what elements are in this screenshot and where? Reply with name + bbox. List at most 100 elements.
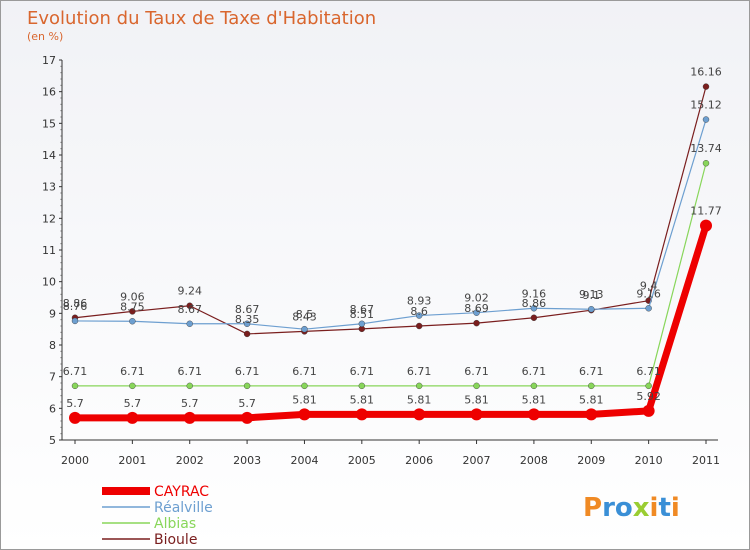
data-label-albias: 6.71 [407,365,432,378]
point-albias [473,382,480,390]
data-label-bioule: 8.69 [464,302,489,315]
logo-text: Proxiti [583,493,680,523]
data-label-bioule: 8.86 [63,297,88,310]
y-tick-label: 5 [49,434,56,447]
legend-label-bioule: Bioule [154,532,197,548]
data-label-cayrac: 5.81 [464,393,489,406]
x-tick-label: 2002 [176,454,204,467]
x-tick-label: 2010 [635,454,663,467]
data-label-cayrac: 5.7 [181,397,199,410]
point-r-alville [243,320,251,327]
series-line-albias [75,163,707,387]
data-label-bioule: 8.35 [235,313,260,326]
data-label-bioule: 16.16 [690,66,722,79]
data-label-cayrac: 5.7 [124,397,142,410]
point-r-alville [645,305,652,312]
data-label-r-alville: 8.67 [235,303,260,316]
point-r-alville [473,309,480,316]
point-cayrac [470,408,483,421]
data-label-r-alville: 8.75 [120,300,145,313]
x-tick-label: 2006 [405,454,433,467]
data-label-cayrac: 5.81 [292,393,317,406]
point-bioule [530,314,538,321]
data-label-albias: 6.71 [350,365,375,378]
legend-label-r-alville: Réalville [154,500,213,516]
point-r-alville [358,320,366,327]
data-label-bioule: 9.1 [583,289,601,302]
data-label-cayrac: 5.81 [407,393,432,406]
point-r-alville [129,318,136,325]
point-cayrac [126,411,139,424]
chart-title: Evolution du Taux de Taxe d'Habitation [27,8,376,29]
point-albias [358,382,366,390]
legend-label-cayrac: CAYRAC [154,484,209,500]
data-label-cayrac: 5.7 [238,397,256,410]
point-cayrac [642,404,655,417]
data-label-albias: 6.71 [120,365,145,378]
point-bioule [473,319,480,327]
data-label-r-alville: 9.16 [522,287,547,300]
data-label-bioule: 9.24 [177,285,202,298]
data-label-bioule: 9.06 [120,290,145,303]
point-cayrac [298,408,311,421]
x-tick-label: 2001 [118,454,146,467]
point-bioule [702,83,710,90]
point-bioule [186,302,193,309]
data-label-r-alville: 8.76 [63,300,88,313]
point-cayrac [69,411,81,424]
data-label-r-alville: 8.93 [407,295,432,308]
point-albias [71,382,79,390]
point-bioule [415,322,423,330]
point-r-alville [530,305,538,312]
data-label-r-alville: 9.13 [579,288,604,301]
point-albias [415,382,423,390]
point-r-alville [702,116,710,123]
y-tick-label: 13 [42,181,56,194]
point-cayrac [585,408,598,421]
data-label-albias: 13.74 [690,142,722,155]
data-label-albias: 6.71 [292,365,317,378]
data-label-cayrac: 5.81 [350,393,375,406]
data-label-bioule: 8.6 [410,305,428,318]
point-cayrac [241,411,254,424]
y-tick-label: 7 [49,371,56,384]
data-label-albias: 6.71 [579,365,604,378]
point-cayrac [413,408,426,421]
data-label-cayrac: 5.7 [66,397,84,410]
y-tick-label: 12 [42,212,56,225]
point-albias [243,382,251,390]
data-label-cayrac: 11.77 [690,205,722,218]
data-label-albias: 6.71 [235,365,260,378]
data-label-r-alville: 9.02 [464,292,489,305]
point-bioule [129,308,136,315]
y-tick-label: 8 [49,339,56,352]
point-albias [645,382,652,390]
point-albias [301,382,308,390]
legend-label-albias: Albias [154,516,196,532]
data-label-cayrac: 5.81 [522,393,547,406]
y-tick-label: 15 [42,117,56,130]
y-tick-label: 6 [49,402,56,415]
series-line-cayrac [75,224,710,422]
data-label-cayrac: 5.81 [579,393,604,406]
y-tick-label: 17 [42,54,56,67]
data-label-albias: 6.71 [464,365,489,378]
data-label-albias: 6.71 [63,365,88,378]
point-albias [702,160,710,167]
series-layer [69,83,712,424]
point-r-alville [301,325,308,333]
x-tick-label: 2003 [233,454,261,467]
x-tick-label: 2005 [348,454,376,467]
point-cayrac [700,219,712,232]
data-label-cayrac: 5.92 [636,390,661,403]
point-r-alville [588,306,595,313]
point-bioule [243,330,251,338]
y-tick-label: 16 [42,86,56,99]
point-cayrac [355,408,368,421]
point-cayrac [527,408,540,421]
data-label-albias: 6.71 [636,365,661,378]
data-label-r-alville: 15.12 [690,99,722,112]
chart-ylabel: (en %) [27,30,63,43]
